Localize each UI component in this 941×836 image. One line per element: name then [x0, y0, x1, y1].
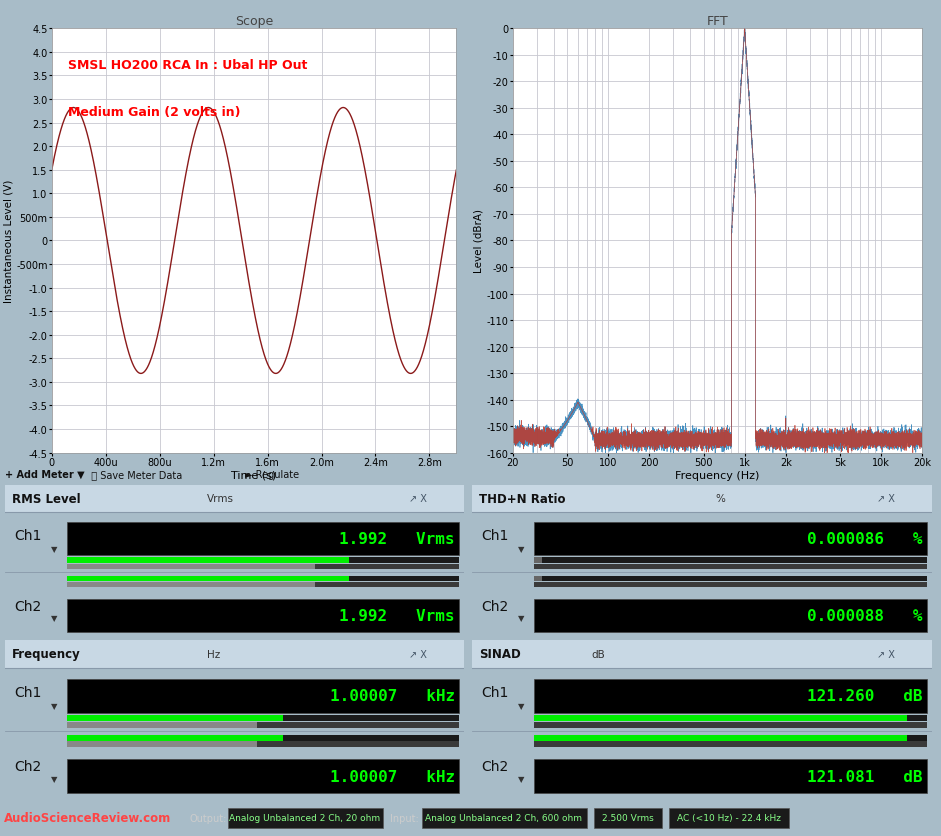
- Text: 121.260   dB: 121.260 dB: [806, 688, 922, 703]
- Bar: [534, 735, 927, 741]
- Text: Ch1: Ch1: [482, 685, 509, 699]
- Bar: [67, 735, 282, 741]
- Bar: [67, 716, 282, 721]
- Bar: [67, 599, 459, 632]
- Text: 1.992   Vrms: 1.992 Vrms: [339, 531, 455, 546]
- Text: 121.081   dB: 121.081 dB: [806, 769, 922, 784]
- Bar: [67, 558, 459, 563]
- Bar: [67, 576, 349, 582]
- Text: SMSL HO200 RCA In : Ubal HP Out: SMSL HO200 RCA In : Ubal HP Out: [68, 59, 308, 72]
- Text: ▼: ▼: [51, 774, 57, 783]
- Text: Ch2: Ch2: [14, 599, 41, 613]
- X-axis label: Time (s): Time (s): [231, 470, 277, 480]
- Bar: [534, 582, 927, 588]
- Text: Ch2: Ch2: [482, 599, 509, 613]
- Text: ▼: ▼: [518, 614, 525, 622]
- Text: ▼: ▼: [518, 701, 525, 711]
- Bar: [67, 679, 459, 713]
- Text: Output:: Output:: [190, 813, 228, 823]
- Bar: [67, 741, 459, 747]
- Bar: [67, 716, 459, 721]
- Bar: [5, 640, 464, 668]
- Text: ▼: ▼: [51, 614, 57, 622]
- Text: + Add Meter ▼: + Add Meter ▼: [5, 469, 85, 479]
- Text: ▼: ▼: [518, 774, 525, 783]
- Bar: [534, 599, 927, 632]
- Text: Ch2: Ch2: [482, 759, 509, 773]
- Bar: [534, 716, 927, 721]
- Bar: [534, 564, 927, 569]
- Bar: [422, 808, 587, 828]
- Text: AudioScienceReview.com: AudioScienceReview.com: [4, 812, 171, 824]
- Bar: [534, 576, 542, 582]
- Text: Ch1: Ch1: [482, 528, 509, 542]
- Text: Vrms: Vrms: [207, 494, 233, 504]
- Text: Hz: Hz: [207, 649, 220, 659]
- Bar: [67, 735, 459, 741]
- Text: 0.000088   %: 0.000088 %: [806, 608, 922, 623]
- Bar: [534, 722, 927, 728]
- Bar: [67, 558, 349, 563]
- Text: ▼: ▼: [518, 544, 525, 553]
- Y-axis label: Level (dBrA): Level (dBrA): [474, 209, 484, 273]
- Bar: [67, 759, 459, 793]
- Bar: [534, 558, 927, 563]
- Text: 1.00007   kHz: 1.00007 kHz: [329, 688, 455, 703]
- Text: Analog Unbalanced 2 Ch, 20 ohm: Analog Unbalanced 2 Ch, 20 ohm: [230, 813, 380, 823]
- Bar: [534, 576, 927, 582]
- Text: AC (<10 Hz) - 22.4 kHz: AC (<10 Hz) - 22.4 kHz: [677, 813, 781, 823]
- Bar: [534, 679, 927, 713]
- Text: Medium Gain (2 volts in): Medium Gain (2 volts in): [68, 105, 241, 119]
- Bar: [534, 558, 542, 563]
- Bar: [594, 808, 662, 828]
- Bar: [67, 582, 459, 588]
- Bar: [472, 640, 932, 668]
- Text: 2.500 Vrms: 2.500 Vrms: [602, 813, 654, 823]
- Text: ↗ X: ↗ X: [877, 494, 895, 504]
- Text: SINAD: SINAD: [479, 648, 521, 660]
- Text: Frequency: Frequency: [11, 648, 80, 660]
- Text: ↗ X: ↗ X: [409, 494, 427, 504]
- Bar: [534, 716, 907, 721]
- Text: Ch1: Ch1: [14, 528, 41, 542]
- X-axis label: Frequency (Hz): Frequency (Hz): [676, 470, 759, 480]
- Bar: [67, 564, 315, 569]
- Text: Input:: Input:: [390, 813, 419, 823]
- Text: 💾 Save Meter Data: 💾 Save Meter Data: [85, 469, 182, 479]
- Text: ↗ X: ↗ X: [877, 649, 895, 659]
- Text: ▼: ▼: [51, 544, 57, 553]
- Bar: [534, 522, 927, 555]
- Bar: [67, 741, 257, 747]
- Text: 0.000086   %: 0.000086 %: [806, 531, 922, 546]
- Title: Scope: Scope: [235, 15, 273, 28]
- Bar: [67, 582, 315, 588]
- Bar: [472, 486, 932, 512]
- Text: ► Regulate: ► Regulate: [245, 469, 299, 479]
- Bar: [534, 741, 927, 747]
- Text: Analog Unbalanced 2 Ch, 600 ohm: Analog Unbalanced 2 Ch, 600 ohm: [425, 813, 582, 823]
- Text: ↗ X: ↗ X: [409, 649, 427, 659]
- Y-axis label: Instantaneous Level (V): Instantaneous Level (V): [4, 180, 13, 303]
- Text: RMS Level: RMS Level: [11, 492, 80, 505]
- Text: 1.992   Vrms: 1.992 Vrms: [339, 608, 455, 623]
- Title: FFT: FFT: [707, 15, 728, 28]
- Bar: [67, 722, 459, 728]
- Text: %: %: [716, 494, 726, 504]
- Text: ▼: ▼: [51, 701, 57, 711]
- Bar: [228, 808, 383, 828]
- Text: Ch2: Ch2: [14, 759, 41, 773]
- Text: dB: dB: [592, 649, 605, 659]
- Bar: [534, 735, 907, 741]
- Bar: [534, 759, 927, 793]
- Bar: [67, 576, 459, 582]
- Bar: [67, 722, 257, 728]
- Bar: [67, 522, 459, 555]
- Text: Ch1: Ch1: [14, 685, 41, 699]
- Text: THD+N Ratio: THD+N Ratio: [479, 492, 566, 505]
- Text: 1.00007   kHz: 1.00007 kHz: [329, 769, 455, 784]
- Bar: [67, 564, 459, 569]
- Bar: [5, 486, 464, 512]
- Bar: [669, 808, 789, 828]
